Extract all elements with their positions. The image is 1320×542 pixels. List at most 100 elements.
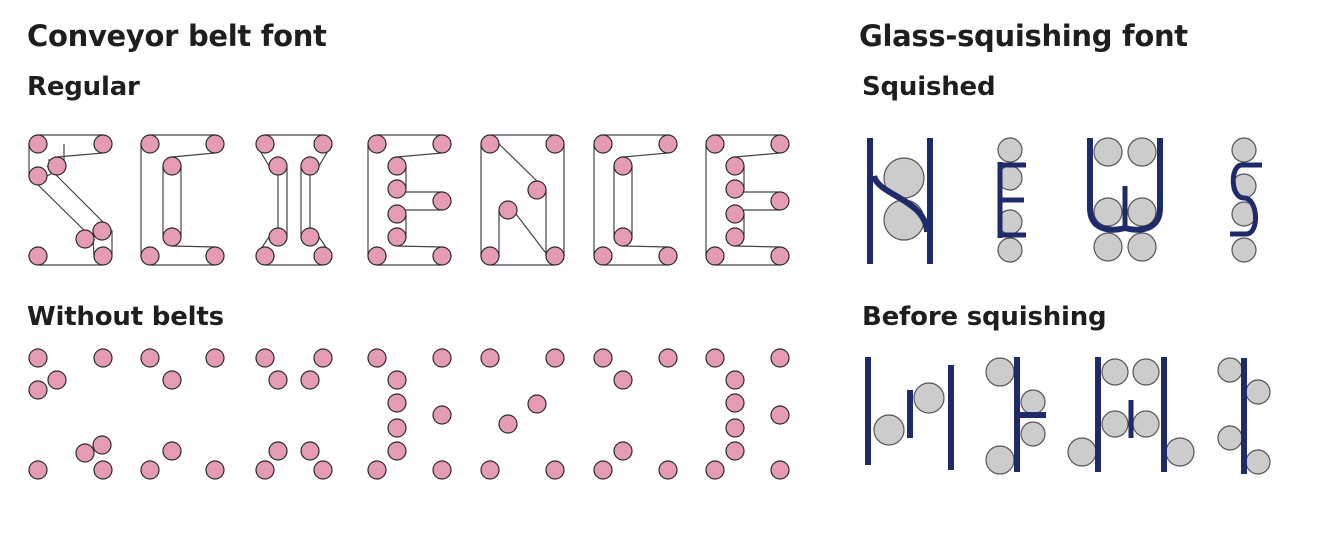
before-glyph-e — [985, 357, 1046, 475]
pulley — [725, 204, 745, 224]
conveyor-regular-figure — [28, 134, 790, 266]
glyph-nobelt-c-5 — [593, 348, 678, 480]
pulley — [613, 227, 633, 247]
pulley — [205, 348, 225, 368]
glyph-s-0 — [28, 134, 113, 266]
pulley — [28, 460, 48, 480]
pulley — [480, 460, 500, 480]
pulley — [387, 204, 407, 224]
pulley — [613, 156, 633, 176]
belt-line — [613, 152, 669, 248]
pulley — [75, 229, 95, 249]
pulley — [387, 393, 407, 413]
squished-glyph-n — [867, 138, 933, 264]
pulley — [93, 134, 113, 154]
glass-ball — [1127, 197, 1157, 227]
pulley — [28, 246, 48, 266]
pulley — [93, 348, 113, 368]
pulley — [545, 460, 565, 480]
pulley — [28, 166, 48, 186]
pulley — [313, 246, 333, 266]
glass-ball — [1020, 389, 1046, 415]
glass-rod — [1087, 138, 1163, 233]
pulley — [47, 156, 67, 176]
pulley — [705, 246, 725, 266]
pulley — [92, 221, 112, 241]
pulley — [313, 348, 333, 368]
pulley — [658, 134, 678, 154]
pulley — [658, 348, 678, 368]
glyph-c-1 — [140, 134, 225, 266]
belt-line — [38, 134, 103, 266]
pulley — [268, 370, 288, 390]
belt-line — [265, 134, 323, 266]
glass-ball — [985, 357, 1015, 387]
glass-ball — [1245, 379, 1271, 405]
pulley — [162, 156, 182, 176]
pulley — [140, 460, 160, 480]
belt-line — [715, 134, 780, 266]
glass-ball — [1231, 137, 1257, 163]
glyph-nobelt-s-0 — [28, 348, 113, 480]
pulley — [387, 441, 407, 461]
pulley — [705, 348, 725, 368]
pulley — [432, 348, 452, 368]
glass-ball — [1127, 137, 1157, 167]
pulley — [367, 460, 387, 480]
pulley — [527, 394, 547, 414]
glass-ball — [1101, 410, 1129, 438]
pulley — [432, 460, 452, 480]
glyph-e-3 — [367, 134, 452, 266]
glyph-nobelt-i-2 — [255, 348, 333, 480]
pulley — [432, 134, 452, 154]
pulley — [498, 414, 518, 434]
pulley — [658, 246, 678, 266]
pulley — [367, 348, 387, 368]
pulley — [300, 227, 320, 247]
glass-rod — [1230, 162, 1262, 237]
pulley — [387, 418, 407, 438]
pulley — [658, 460, 678, 480]
glass-squished-figure — [867, 137, 1262, 264]
glass-ball — [1245, 449, 1271, 475]
pulley — [255, 460, 275, 480]
regular-label: Regular — [27, 72, 140, 102]
pulley — [93, 246, 113, 266]
glyph-e-6 — [705, 134, 790, 266]
pulley — [613, 370, 633, 390]
glass-ball — [1132, 358, 1160, 386]
glass-ball — [985, 445, 1015, 475]
pulley — [593, 348, 613, 368]
pulley — [162, 370, 182, 390]
pulley — [367, 246, 387, 266]
pulley — [255, 134, 275, 154]
pulley — [268, 227, 288, 247]
pulley — [725, 179, 745, 199]
belt-line — [498, 143, 547, 256]
glass-ball — [1217, 357, 1243, 383]
glass-rod — [871, 174, 930, 233]
pulley — [545, 246, 565, 266]
glass-ball — [1132, 410, 1160, 438]
glass-ball — [913, 382, 945, 414]
pulley — [387, 370, 407, 390]
pulley — [140, 134, 160, 154]
glass-ball — [873, 414, 905, 446]
pulley — [705, 460, 725, 480]
glass-ball — [1093, 232, 1123, 262]
belt-line — [150, 134, 215, 266]
pulley — [387, 156, 407, 176]
without-belts-label: Without belts — [27, 302, 224, 332]
conveyor-without-belts-figure — [28, 348, 790, 480]
squished-glyph-e — [997, 137, 1026, 263]
pulley — [28, 380, 48, 400]
pulley — [498, 200, 518, 220]
pulley — [527, 180, 547, 200]
pulley — [480, 348, 500, 368]
pulley — [725, 156, 745, 176]
glyph-nobelt-n-4 — [480, 348, 565, 480]
glass-ball — [997, 237, 1023, 263]
pulley — [313, 460, 333, 480]
pulley — [367, 134, 387, 154]
glyph-nobelt-e-3 — [367, 348, 452, 480]
